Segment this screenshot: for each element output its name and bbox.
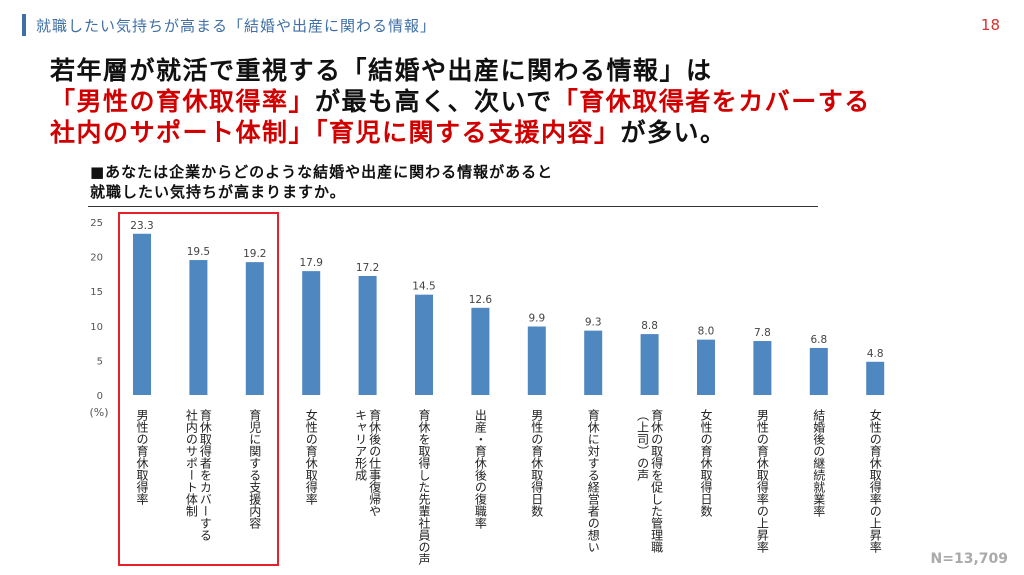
data-label: 6.8: [810, 334, 827, 346]
category-label-line: 男性の育休取得率: [135, 409, 149, 505]
y-tick-label: 20: [90, 253, 103, 264]
y-tick-label: 0: [97, 391, 103, 402]
bar: [415, 294, 433, 395]
category-label-line: 育休に対する経営者の想い: [586, 409, 601, 553]
headline-line2-segment-0: 「男性の育休取得率」: [50, 87, 316, 116]
survey-question-line-2: 就職したい気持ちが高まりますか。: [90, 183, 346, 201]
bar: [866, 361, 885, 395]
data-label: 17.2: [356, 262, 379, 274]
bar: [245, 262, 264, 395]
bar: [584, 330, 603, 395]
y-axis-unit-label: (%): [89, 406, 108, 419]
bar: [527, 326, 546, 395]
data-label: 14.5: [412, 281, 435, 293]
data-label: 8.0: [698, 326, 715, 338]
bar: [133, 233, 151, 395]
data-label: 19.2: [243, 248, 266, 260]
category-label-line: 出産・育休後の復職率: [473, 409, 488, 529]
category-label-line: 育児に関する支援内容: [247, 409, 262, 529]
data-label: 4.8: [867, 348, 884, 360]
page-number: 18: [980, 16, 1000, 34]
category-label-line: 育休後の仕事復帰や: [367, 409, 382, 517]
headline-line-2: 「男性の育休取得率」が最も高く、次いで「育休取得者をカバーする: [50, 86, 1010, 117]
category-label-line: 育休の取得を促した管理職: [649, 409, 664, 553]
data-label: 23.3: [130, 220, 153, 232]
data-label: 9.3: [585, 317, 602, 329]
category-label-line: 男性の育休取得率の上昇率: [755, 409, 770, 553]
header-title: 就職したい気持ちが高まる「結婚や出産に関わる情報」: [36, 17, 437, 35]
bar: [189, 260, 208, 395]
data-label: 12.6: [469, 294, 493, 306]
header-accent-bar: [22, 14, 26, 36]
category-label-line: キャリア形成: [353, 409, 368, 481]
question-underline: [88, 206, 818, 207]
category-label-line: 女性の育休取得率: [304, 409, 319, 505]
y-tick-label: 25: [90, 218, 103, 229]
sample-size-note: N=13,709: [930, 551, 1008, 567]
data-label: 17.9: [300, 257, 323, 269]
category-label-line: 結婚後の継続就業率: [811, 409, 826, 517]
headline-line3-segment-1: が多い。: [620, 118, 727, 147]
bar: [809, 347, 828, 395]
headline-line2-segment-2: 「育休取得者をカバーする: [552, 87, 871, 116]
data-label: 19.5: [187, 246, 210, 258]
headline-line-3: 社内のサポート体制」「育児に関する支援内容」が多い。: [50, 117, 1010, 148]
headline-line3-segment-0: 社内のサポート体制」「育児に関する支援内容」: [50, 118, 621, 147]
survey-question: ■あなたは企業からどのような結婚や出産に関わる情報があると 就職したい気持ちが高…: [90, 162, 553, 202]
bar: [640, 334, 659, 395]
y-tick-label: 10: [90, 322, 103, 333]
y-tick-label: 5: [97, 356, 103, 367]
survey-question-line-1: ■あなたは企業からどのような結婚や出産に関わる情報があると: [90, 163, 554, 181]
headline-line1-segment-0: 若年層が就活で重視する「結婚や出産に関わる情報」は: [50, 56, 713, 85]
headline: 若年層が就活で重視する「結婚や出産に関わる情報」は 「男性の育休取得率」が最も高…: [50, 55, 1010, 148]
headline-line-1: 若年層が就活で重視する「結婚や出産に関わる情報」は: [50, 55, 1010, 86]
category-label-line: 女性の育休取得日数: [699, 409, 713, 517]
highlight-box: [118, 212, 279, 566]
bar: [471, 307, 490, 395]
data-label: 9.9: [528, 312, 545, 324]
category-label-line: 男性の育休取得日数: [529, 409, 544, 517]
headline-line2-segment-1: が最も高く、次いで: [315, 87, 553, 116]
bar: [302, 271, 321, 395]
category-label-line: 社内のサポート体制: [184, 409, 199, 517]
data-label: 8.8: [641, 320, 658, 332]
category-label-line: 育休取得者をカバーする: [198, 409, 213, 541]
bar: [697, 339, 715, 395]
bar: [753, 341, 772, 395]
category-label-line: 女性の育休取得率の上昇率: [868, 409, 883, 553]
category-label-line: （上司）の声: [635, 409, 650, 481]
data-label: 7.8: [754, 327, 771, 339]
y-tick-label: 15: [90, 287, 103, 298]
category-label-line: 育休を取得した先輩社員の声: [417, 409, 431, 565]
bar: [358, 275, 377, 395]
